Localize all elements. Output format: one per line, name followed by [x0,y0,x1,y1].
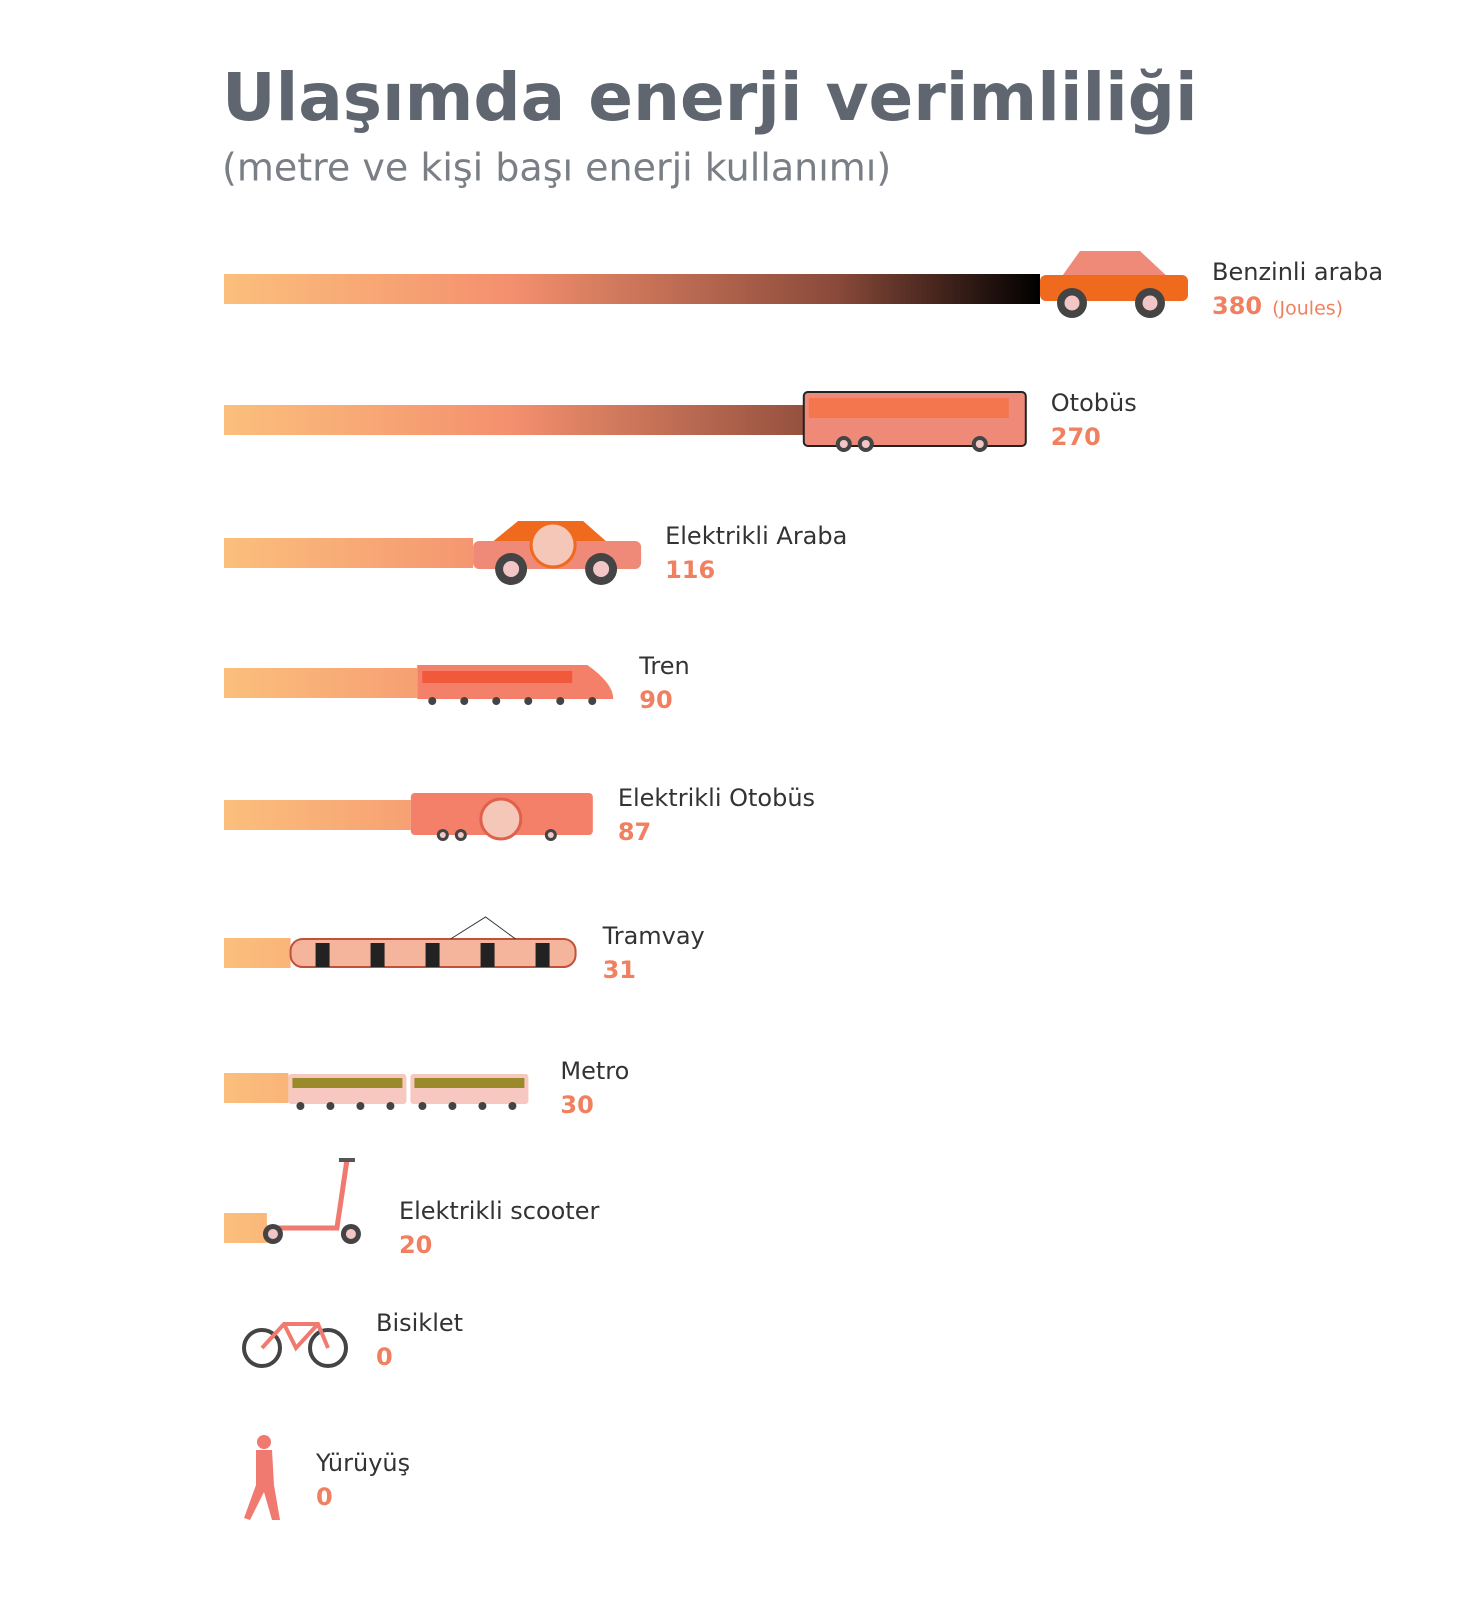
category-label: Elektrikli Araba [665,522,847,550]
train-wheel [524,697,533,705]
hub [1142,295,1158,311]
tram-door [370,943,385,967]
value-label: 0 [316,1483,333,1511]
train-wheel [588,697,597,705]
train-wheel [556,697,565,705]
vehicle-icon [242,1322,348,1368]
metro-windows [292,1078,403,1088]
hub [839,440,848,448]
chart-title: Ulaşımda enerji verimliliği [222,59,1198,136]
scooter-frame [266,1159,350,1231]
metro-wheel [296,1102,305,1110]
train-wheel [492,697,501,705]
unit-label: (Joules) [1272,298,1343,320]
category-label: Metro [560,1057,629,1085]
hub [861,440,870,448]
leaf-badge [529,521,577,569]
tram-pantograph [450,916,516,940]
metro-wheel [326,1102,335,1110]
vehicle-icon [473,521,642,585]
bus-windows [808,398,1009,418]
hub [975,440,984,448]
vehicle-icon [1040,251,1188,318]
category-label: Otobüs [1051,389,1137,417]
bar [224,538,474,568]
hub [457,832,464,838]
vehicle-icon [289,916,577,968]
hub [547,832,554,838]
category-label: Tren [638,652,689,680]
vehicle-icon [262,1158,361,1244]
hub [593,561,610,577]
vehicle-icon [288,1074,529,1110]
category-label: Bisiklet [376,1309,463,1337]
bar [224,800,411,830]
category-label: Elektrikli Otobüs [618,784,815,812]
value-label: 20 [399,1231,432,1259]
category-label: Yürüyüş [315,1449,410,1477]
bar [224,668,418,698]
metro-windows [414,1078,525,1088]
bike-wheel [308,1328,348,1368]
bar [224,1213,267,1243]
bar [224,405,804,435]
tram-door [425,943,440,967]
metro-wheel [386,1102,395,1110]
hub [345,1229,356,1239]
value-label: 116 [665,556,715,584]
value-label: 87 [618,818,651,846]
tram-door [535,943,550,967]
chart-subtitle: (metre ve kişi başı enerji kullanımı) [222,146,891,190]
train-wheel [428,697,437,705]
value-label: 270 [1051,423,1101,451]
tram-door [315,943,330,967]
category-label: Elektrikli scooter [399,1197,600,1225]
vehicle-icon [244,1435,280,1520]
hub [503,561,520,577]
vehicle-icon [410,793,593,841]
walker-head [257,1435,271,1449]
value-label: 0 [376,1343,393,1371]
category-label: Benzinli araba [1212,258,1383,286]
bike-wheel [242,1328,282,1368]
metro-wheel [448,1102,457,1110]
value-label: 90 [639,686,672,714]
vehicle-icon [802,391,1027,452]
bike-frame [260,1322,330,1352]
bar [224,938,291,968]
bar [224,1073,289,1103]
walker-body [244,1450,280,1520]
metro-wheel [508,1102,517,1110]
vehicle-icon [417,665,614,705]
hub [439,832,446,838]
category-label: Tramvay [602,922,705,950]
leaf-badge [479,797,523,841]
hub [1064,295,1080,311]
value-label: 380 [1212,292,1262,320]
hub [267,1229,278,1239]
train-wheel [460,697,469,705]
car-roof [1060,251,1170,279]
metro-wheel [356,1102,365,1110]
metro-wheel [478,1102,487,1110]
train-windows [422,671,573,683]
tram-door [480,943,495,967]
value-label: 30 [560,1091,593,1119]
value-label: 31 [603,956,636,984]
bar [224,274,1040,304]
metro-wheel [418,1102,427,1110]
